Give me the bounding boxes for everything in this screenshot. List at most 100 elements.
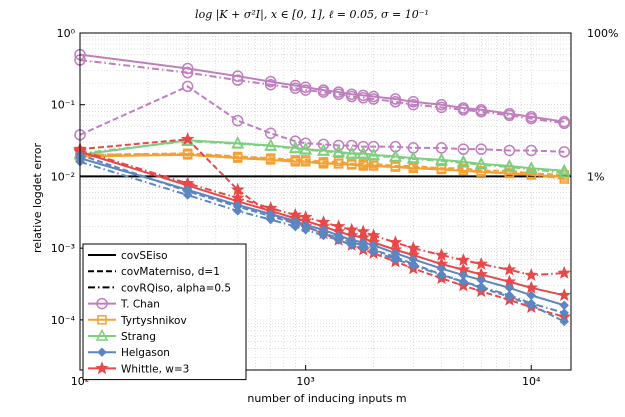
data-point: [331, 219, 346, 233]
data-point: [346, 237, 357, 248]
series-tyrtyshnikov-covrqiso: [75, 149, 569, 184]
data-point: [390, 252, 401, 262]
data-point: [332, 88, 345, 100]
legend-box: [82, 243, 247, 381]
data-point: [389, 95, 402, 108]
data-point: [406, 241, 421, 254]
data-point: [182, 186, 193, 197]
legend-label: covRQiso, alpha=0.5: [121, 282, 231, 294]
data-point: [457, 143, 470, 155]
series-strang-covrqiso: [73, 134, 571, 178]
data-point: [181, 80, 194, 93]
data-point: [524, 280, 539, 294]
data-point: [356, 146, 370, 159]
data-point: [504, 168, 515, 178]
data-point: [524, 268, 539, 281]
data-point: [558, 146, 570, 158]
data-point: [300, 221, 311, 232]
legend-marker: [95, 328, 109, 341]
data-point: [265, 211, 276, 221]
data-point: [180, 132, 195, 145]
data-point: [458, 277, 469, 287]
data-point: [408, 259, 418, 269]
data-point: [182, 149, 193, 159]
legend-marker: [96, 297, 108, 310]
data-point: [345, 139, 358, 152]
data-point: [333, 232, 344, 243]
data-point: [559, 300, 569, 310]
data-point: [300, 156, 311, 167]
legend-entry: Whittle, w=3: [88, 361, 189, 375]
data-point: [457, 104, 470, 116]
data-point: [475, 105, 487, 118]
data-point: [264, 127, 277, 140]
data-point: [232, 152, 243, 163]
data-point: [317, 144, 330, 156]
legend-entry: covSEiso: [88, 250, 168, 262]
x-axis-label: number of inducing inputs m: [247, 392, 406, 405]
right-axis-label: 100%: [587, 27, 618, 40]
legend-entry: covRQiso, alpha=0.5: [88, 282, 231, 294]
series-line: [79, 53, 565, 123]
y-tick-label: 10⁰: [57, 27, 76, 40]
data-point: [290, 218, 301, 229]
data-point: [231, 114, 244, 127]
plot-frame: [79, 32, 572, 371]
series-t-chan-covseiso: [74, 48, 570, 128]
data-point: [181, 66, 194, 79]
data-point: [407, 95, 420, 108]
series-layer: [73, 48, 571, 327]
data-point: [358, 160, 368, 170]
data-point: [317, 138, 330, 151]
data-point: [332, 139, 345, 152]
data-point: [367, 148, 380, 161]
series-line: [79, 153, 565, 181]
data-point: [230, 182, 245, 196]
data-point: [333, 159, 344, 169]
data-point: [318, 228, 329, 239]
data-point: [367, 93, 380, 105]
series-t-chan-covrqiso: [74, 54, 570, 130]
legend-label: covSEiso: [121, 250, 168, 262]
data-point: [526, 169, 537, 180]
data-point: [502, 262, 517, 276]
data-point: [558, 117, 570, 130]
legend-marker: [95, 361, 109, 375]
legend-entry: Strang: [88, 328, 156, 343]
data-point: [557, 163, 571, 176]
x-tick-label: 10⁴: [522, 375, 541, 388]
data-point: [346, 159, 357, 169]
data-point: [366, 228, 381, 242]
data-point: [290, 156, 301, 166]
data-point: [358, 240, 368, 250]
legend-label: Helgason: [121, 347, 170, 359]
right-axis-label: 1%: [587, 170, 604, 183]
data-point: [318, 158, 329, 168]
data-point: [299, 142, 312, 155]
data-point: [526, 300, 536, 310]
data-point: [231, 70, 244, 82]
data-point: [474, 157, 488, 170]
data-point: [504, 292, 515, 302]
y-axis-label: relative logdet error: [31, 143, 44, 253]
data-point: [332, 145, 345, 158]
data-point: [289, 141, 302, 154]
data-point: [264, 138, 277, 151]
data-point: [368, 245, 379, 255]
legend-entry: covMaterniso, d=1: [88, 266, 220, 278]
right-labels: 100% 1%: [587, 27, 618, 183]
y-tick-label: 10⁻¹: [51, 99, 75, 112]
y-ticks: 10⁰ 10⁻¹ 10⁻² 10⁻³ 10⁻⁴: [51, 27, 85, 327]
data-point: [557, 265, 571, 279]
x-tick-label: 10³: [296, 375, 314, 388]
data-point: [559, 316, 569, 327]
data-point: [390, 161, 401, 172]
data-point: [389, 150, 402, 163]
data-point: [231, 136, 244, 149]
legend-entry: T. Chan: [88, 297, 160, 311]
legend: covSEiso covMaterniso, d=1 covRQiso, alpha…: [82, 243, 247, 381]
series-line: [79, 59, 565, 125]
data-point: [436, 269, 447, 280]
y-tick-label: 10⁻²: [51, 170, 75, 183]
series-line: [79, 140, 565, 174]
